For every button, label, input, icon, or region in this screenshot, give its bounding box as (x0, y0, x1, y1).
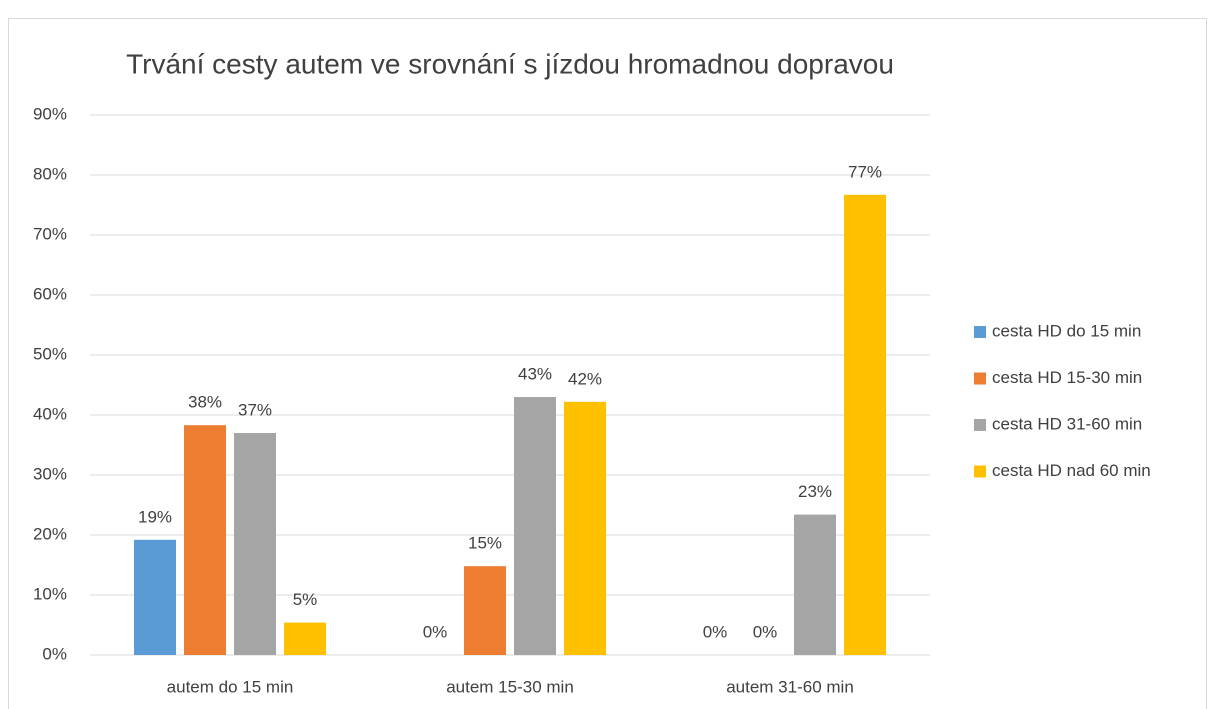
data-label: 15% (468, 534, 502, 553)
x-tick-label: autem 15-30 min (446, 677, 574, 696)
data-label: 5% (293, 590, 318, 609)
bar (794, 514, 836, 655)
x-tick-label: autem 31-60 min (726, 677, 854, 696)
data-label: 37% (238, 400, 272, 419)
y-tick-label: 40% (33, 404, 67, 423)
data-label: 19% (138, 507, 172, 526)
bar (564, 401, 606, 655)
y-tick-label: 50% (33, 344, 67, 363)
data-label: 42% (568, 369, 602, 388)
data-label: 0% (423, 622, 448, 641)
y-tick-label: 90% (33, 104, 67, 123)
legend-label: cesta HD nad 60 min (992, 461, 1151, 480)
legend-swatch (974, 372, 986, 385)
legend-label: cesta HD 31-60 min (992, 414, 1142, 433)
data-label: 23% (798, 482, 832, 501)
bar (184, 425, 226, 655)
legend-swatch (974, 419, 986, 431)
bar (464, 566, 506, 655)
data-label: 0% (753, 622, 778, 641)
x-tick-label: autem do 15 min (167, 677, 294, 696)
chart-title: Trvání cesty autem ve srovnání s jízdou … (126, 48, 894, 79)
y-tick-label: 10% (33, 584, 67, 603)
legend-swatch (974, 326, 986, 338)
bar (234, 433, 276, 655)
y-tick-label: 70% (33, 224, 67, 243)
legend-swatch (974, 465, 986, 478)
data-label: 77% (848, 162, 882, 181)
bar (844, 194, 886, 656)
bar (284, 622, 326, 655)
data-label: 0% (703, 622, 728, 641)
legend-label: cesta HD 15-30 min (992, 368, 1142, 387)
data-label: 38% (188, 393, 222, 412)
legend-label: cesta HD do 15 min (992, 321, 1141, 340)
y-tick-label: 80% (33, 164, 67, 183)
y-tick-label: 0% (42, 644, 67, 663)
y-tick-label: 20% (33, 524, 67, 543)
y-tick-label: 30% (33, 464, 67, 483)
bar (134, 539, 176, 655)
bar (514, 397, 556, 655)
data-label: 43% (518, 364, 552, 383)
y-tick-label: 60% (33, 284, 67, 303)
